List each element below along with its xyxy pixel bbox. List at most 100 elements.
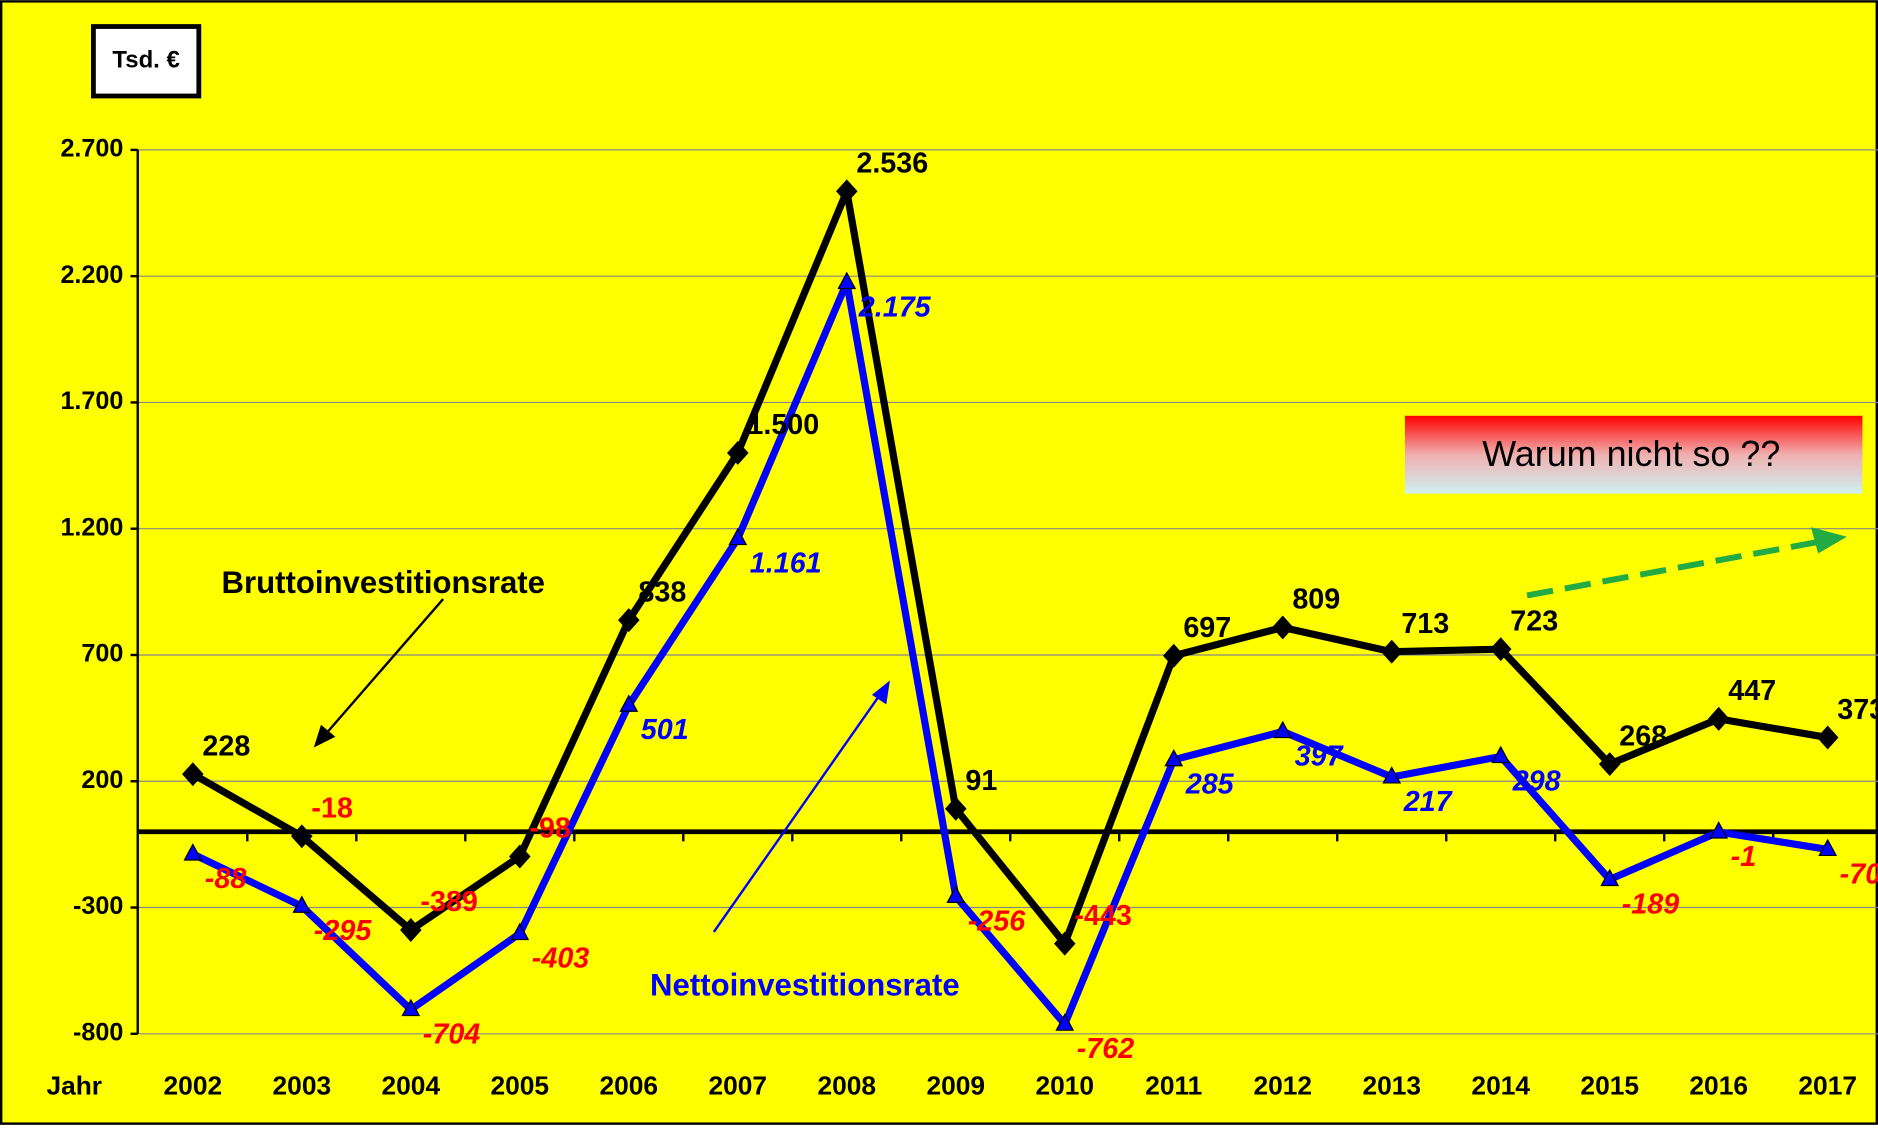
data-label: 397	[1295, 740, 1345, 772]
data-label: -256	[968, 905, 1027, 937]
x-tick-label: 2007	[708, 1071, 767, 1101]
y-tick-label: -800	[73, 1018, 123, 1046]
marker	[291, 824, 313, 849]
y-tick-label: 1.700	[60, 387, 123, 415]
x-tick-label: 2013	[1362, 1071, 1421, 1101]
data-label: 1.161	[750, 548, 822, 580]
x-tick-label: 2014	[1471, 1071, 1530, 1101]
marker	[401, 998, 421, 1017]
marker	[1818, 838, 1838, 857]
x-tick-label: 2008	[817, 1071, 876, 1101]
marker	[946, 885, 966, 904]
marker	[1382, 766, 1402, 784]
y-tick-label: 2.200	[60, 261, 123, 289]
series-line	[191, 278, 1829, 1028]
x-tick-label: 2017	[1798, 1071, 1857, 1101]
data-label: -295	[314, 915, 373, 947]
x-tick-label: 2006	[600, 1071, 659, 1101]
marker	[1055, 1013, 1075, 1031]
y-tick-label: 700	[81, 640, 123, 668]
data-label: -704	[423, 1018, 481, 1050]
marker	[292, 895, 312, 913]
data-label: -18	[311, 793, 353, 825]
y-tick-label: -300	[73, 892, 123, 920]
marker	[837, 271, 857, 290]
data-label: 697	[1183, 612, 1231, 644]
grid	[130, 148, 1878, 1035]
pointer-arrow-head	[313, 724, 336, 748]
pointer-arrow	[322, 598, 445, 738]
trend-arrow	[1526, 538, 1822, 599]
data-label: -389	[420, 886, 478, 918]
marker	[1816, 725, 1839, 750]
marker	[1489, 637, 1512, 662]
data-label: 217	[1403, 786, 1454, 818]
x-tick-label: 2012	[1253, 1071, 1312, 1101]
marker	[1600, 868, 1620, 887]
data-label: 1.500	[747, 409, 819, 441]
x-tick-label: 2009	[926, 1071, 985, 1101]
data-label: 373	[1837, 694, 1878, 726]
data-label: 91	[965, 765, 997, 797]
marker	[944, 796, 967, 821]
marker	[1709, 821, 1729, 839]
marker	[1162, 643, 1185, 668]
data-label: -70	[1840, 858, 1878, 890]
marker	[182, 762, 204, 787]
marker	[1598, 752, 1621, 777]
marker	[1273, 720, 1293, 739]
data-label: -98	[529, 813, 571, 845]
unit-box	[91, 24, 202, 99]
y-axis-label: Tsd. €	[112, 47, 179, 74]
y-tick-label: 200	[81, 766, 123, 794]
pointer-arrow-head	[871, 680, 890, 705]
marker	[400, 918, 422, 942]
trend-arrow-head	[1810, 527, 1847, 554]
data-label: 838	[638, 576, 686, 608]
marker	[1164, 748, 1184, 767]
data-label: 501	[641, 714, 689, 746]
marker	[510, 922, 530, 941]
marker	[619, 694, 639, 712]
marker	[728, 527, 748, 546]
x-axis-label: Jahr	[46, 1071, 102, 1101]
x-tick-label: 2010	[1035, 1071, 1094, 1101]
marker	[1707, 706, 1730, 731]
data-label: 298	[1512, 765, 1561, 797]
data-label: 713	[1401, 608, 1449, 640]
data-label: -189	[1622, 888, 1680, 920]
data-label: -88	[205, 863, 247, 895]
annotation: Warum nicht so ??	[1482, 433, 1780, 474]
data-label: 2.536	[856, 148, 928, 180]
data-label: 228	[202, 730, 250, 762]
x-tick-label: 2003	[273, 1071, 332, 1101]
data-label: -443	[1074, 900, 1132, 932]
marker	[1053, 931, 1076, 956]
series-label: Bruttoinvestitionsrate	[222, 565, 545, 600]
x-tick-label: 2004	[382, 1071, 441, 1101]
marker	[1491, 745, 1511, 764]
marker	[1271, 615, 1294, 640]
y-tick-label: 1.200	[60, 513, 123, 541]
data-label: 447	[1728, 675, 1776, 707]
data-label: 723	[1510, 605, 1558, 637]
data-label: -1	[1731, 841, 1757, 873]
data-label: -403	[532, 942, 590, 974]
marker	[183, 843, 203, 861]
series-line	[191, 187, 1829, 948]
annotation-box	[1404, 415, 1863, 494]
marker	[618, 608, 640, 633]
x-tick-label: 2011	[1145, 1071, 1202, 1101]
data-label: -762	[1077, 1033, 1135, 1065]
pointer-arrow	[712, 691, 883, 933]
data-label: 285	[1185, 769, 1235, 801]
x-tick-label: 2015	[1580, 1071, 1639, 1101]
x-tick-label: 2016	[1689, 1071, 1748, 1101]
data-label: 2.175	[858, 291, 932, 323]
data-label: 268	[1619, 720, 1667, 752]
series-label: Nettoinvestitionsrate	[650, 967, 960, 1002]
data-label: 809	[1292, 584, 1340, 616]
marker	[1380, 639, 1403, 664]
